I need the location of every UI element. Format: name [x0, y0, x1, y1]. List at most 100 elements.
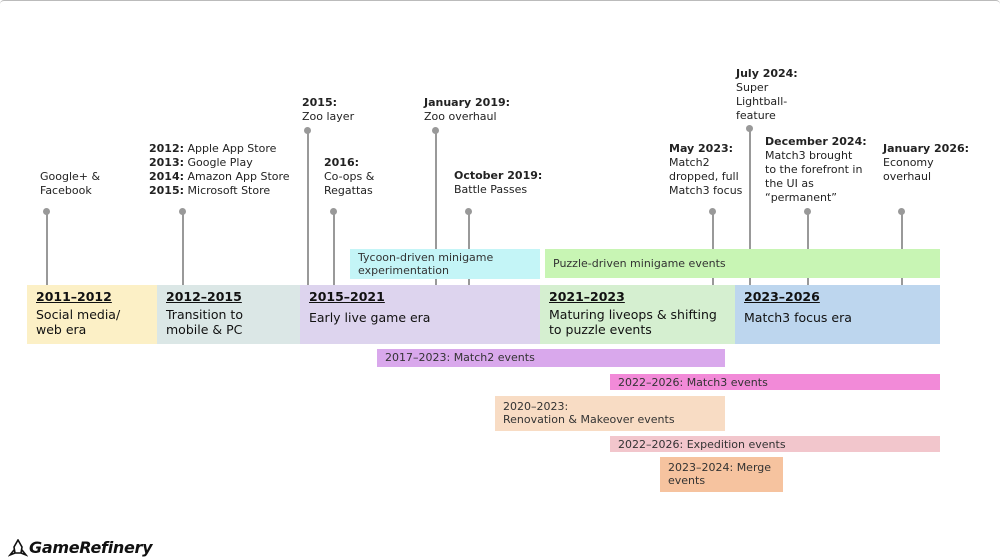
annotation-text: Microsoft Store: [187, 184, 271, 197]
annotation: July 2024: Super Lightball- feature: [736, 67, 798, 123]
annotation-text: to the forefront in: [765, 163, 863, 176]
annotation: 2012: Apple App Store 2013: Google Play …: [149, 142, 290, 198]
era-text: Match3 focus era: [744, 310, 852, 325]
annotation-text: overhaul: [883, 170, 932, 183]
era: 2023–2026 Match3 focus era: [735, 285, 940, 344]
annotation-date: December 2024:: [765, 135, 867, 148]
event-text: 2022–2026: Match3 events: [618, 376, 768, 389]
theme-text: Puzzle-driven minigame events: [553, 257, 726, 270]
annotation-date: 2012:: [149, 142, 185, 155]
era-text: web era: [36, 322, 87, 337]
event-bar: 2022–2026: Expedition events: [610, 436, 940, 452]
era-years: 2023–2026: [744, 289, 820, 304]
pin-dot: [465, 208, 472, 215]
pin: [435, 132, 437, 285]
era: 2015–2021 Early live game era: [300, 285, 540, 344]
annotation: January 2019: Zoo overhaul: [424, 96, 510, 124]
logo-text: GameRefinery: [29, 538, 153, 557]
event-text: 2023–2024: Merge: [668, 461, 772, 474]
annotation-text: dropped, full: [669, 170, 739, 183]
annotation-text: Apple App Store: [187, 142, 277, 155]
pin: [307, 132, 309, 285]
annotation-text: Regattas: [324, 184, 373, 197]
event-bar: 2023–2024: Merge events: [660, 457, 783, 492]
annotation-text: Zoo overhaul: [424, 110, 497, 123]
era-text: Maturing liveops & shifting: [549, 307, 717, 322]
annotation-text: Zoo layer: [302, 110, 355, 123]
event-bar: 2020–2023: Renovation & Makeover events: [495, 396, 725, 431]
annotation-text: Co-ops &: [324, 170, 375, 183]
pin: [46, 213, 48, 285]
annotation: December 2024: Match3 brought to the for…: [765, 135, 867, 205]
era-years: 2015–2021: [309, 289, 385, 304]
pin-dot: [898, 208, 905, 215]
theme-bar: Puzzle-driven minigame events: [545, 249, 940, 278]
annotation-text: Amazon App Store: [187, 170, 290, 183]
annotation-date: January 2019:: [424, 96, 511, 109]
era-text: Early live game era: [309, 310, 431, 325]
pin: [182, 213, 184, 285]
event-text: 2020–2023:: [503, 400, 569, 413]
pin: [749, 130, 751, 285]
annotation: 2015: Zoo layer: [302, 96, 354, 124]
pin-dot: [746, 125, 753, 132]
theme-bar: Tycoon-driven minigame experimentation: [350, 249, 540, 279]
event-bar: 2022–2026: Match3 events: [610, 374, 940, 390]
annotation-text: Google+ &: [40, 170, 101, 183]
annotation: May 2023: Match2 dropped, full Match3 fo…: [669, 142, 742, 198]
event-text: 2017–2023: Match2 events: [385, 351, 535, 364]
pin-dot: [43, 208, 50, 215]
event-text: Renovation & Makeover events: [503, 413, 675, 426]
event-text: events: [668, 474, 706, 487]
annotation-text: “permanent”: [765, 191, 837, 204]
annotation: October 2019: Battle Passes: [454, 169, 542, 197]
annotation-text: the UI as: [765, 177, 814, 190]
pin: [333, 213, 335, 285]
annotation-date: 2016:: [324, 156, 360, 169]
era-years: 2011–2012: [36, 289, 112, 304]
theme-text: Tycoon-driven minigame: [358, 251, 494, 264]
frame-edge: [0, 0, 1000, 4]
pin-dot: [179, 208, 186, 215]
annotation-text: Battle Passes: [454, 183, 528, 196]
annotation-text: Google Play: [187, 156, 253, 169]
annotation-date: 2015:: [149, 184, 185, 197]
annotation-text: Facebook: [40, 184, 92, 197]
era: 2012–2015 Transition to mobile & PC: [157, 285, 300, 344]
annotation-text: Match2: [669, 156, 710, 169]
annotation-date: 2013:: [149, 156, 185, 169]
event-text: 2022–2026: Expedition events: [618, 438, 786, 451]
annotation-date: October 2019:: [454, 169, 543, 182]
pin-dot: [330, 208, 337, 215]
annotation-date: 2014:: [149, 170, 185, 183]
event-bar: 2017–2023: Match2 events: [377, 349, 725, 367]
era: 2011–2012 Social media/ web era: [27, 285, 157, 344]
era-years: 2021–2023: [549, 289, 625, 304]
annotation-text: Match3 brought: [765, 149, 853, 162]
logo-icon: [8, 539, 28, 557]
annotation-text: feature: [736, 109, 776, 122]
pin-dot: [432, 127, 439, 134]
annotation-text: Lightball-: [736, 95, 788, 108]
pin-dot: [804, 208, 811, 215]
pin-dot: [709, 208, 716, 215]
annotation: 2016: Co-ops & Regattas: [324, 156, 374, 198]
annotation-date: July 2024:: [736, 67, 798, 80]
annotation: January 2026: Economy overhaul: [883, 142, 969, 184]
era: 2021–2023 Maturing liveops & shifting to…: [540, 285, 735, 344]
pin-dot: [304, 127, 311, 134]
era-years: 2012–2015: [166, 289, 242, 304]
theme-text: experimentation: [358, 264, 449, 277]
annotation-text: Economy: [883, 156, 934, 169]
era-text: Social media/: [36, 307, 121, 322]
annotation-date: 2015:: [302, 96, 338, 109]
annotation-date: January 2026:: [883, 142, 970, 155]
annotation-text: Match3 focus: [669, 184, 743, 197]
era-text: mobile & PC: [166, 322, 243, 337]
annotation-date: May 2023:: [669, 142, 734, 155]
annotation-text: Super: [736, 81, 769, 94]
annotation: Google+ & Facebook: [40, 170, 100, 198]
era-text: to puzzle events: [549, 322, 652, 337]
era-text: Transition to: [166, 307, 243, 322]
